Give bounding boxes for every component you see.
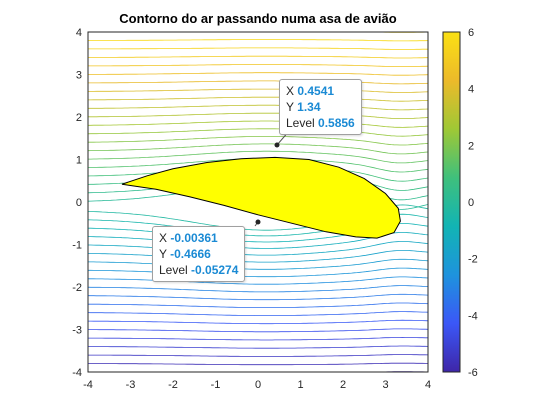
contour-line [88,319,428,325]
datatip-2-y-label: Y [159,247,167,261]
colorbar-axis: 6 4 2 0 -2 -4 -6 [468,27,478,379]
contour-line [88,112,428,119]
contour-line [88,120,428,128]
contour-line [88,285,428,293]
contour-line [88,267,428,278]
x-tick-label: -2 [168,379,178,391]
colorbar-tick-label: 2 [468,140,474,152]
x-axis: -4 -3 -2 -1 0 1 2 3 4 [83,379,431,391]
contour-line [88,64,428,67]
datatip-1-level-value: 0.5856 [318,116,355,130]
colorbar-tick-label: -6 [468,367,478,379]
colorbar-tick-label: 0 [468,197,474,209]
contour-line [88,302,428,308]
y-tick-label: 0 [76,197,82,209]
contour-line [88,104,428,111]
datatip-1-y-label: Y [286,100,294,114]
datatip-1-x-value: 0.4541 [297,84,335,98]
colorbar [442,31,461,373]
contour-line [88,80,428,85]
contour-line [88,311,428,316]
datatip-2-x-label: X [159,231,168,245]
x-tick-label: -1 [211,379,221,391]
airfoil-shape [121,156,401,239]
y-tick-label: -4 [72,367,82,379]
contour-line [88,150,428,164]
contour-line [88,136,428,146]
contour-line [88,55,428,59]
datatip-1-x-label: X [286,84,295,98]
x-tick-label: 3 [382,379,388,391]
datatip-1-y-row: Y 1.34 [286,99,355,115]
contour-line [88,276,428,285]
y-tick-label: -1 [72,240,82,252]
colorbar-tick-label: -2 [468,254,478,266]
colorbar-tick-label: 6 [468,27,474,39]
datatip-1-level-row: Level 0.5856 [286,115,355,131]
datatip-2-marker[interactable] [255,219,261,225]
y-tick-label: 4 [76,27,82,39]
contour-line [88,88,428,93]
y-tick-label: -2 [72,282,82,294]
contour-line [88,328,428,333]
datatip-2-level-row: Level -0.05274 [159,262,238,278]
contour-line [88,241,428,256]
datatip-1[interactable]: X 0.4541 Y 1.34 Level 0.5856 [279,79,362,135]
contour-line [88,250,428,263]
x-tick-label: -3 [126,379,136,391]
contour-line [88,96,428,102]
datatip-2-x-value: -0.00361 [170,231,218,245]
datatip-2-y-value: -0.4666 [170,247,211,261]
contour-line [88,128,428,137]
datatip-1-y-value: 1.34 [297,100,321,114]
colorbar-tick-label: -4 [468,310,478,322]
x-tick-label: -4 [83,379,93,391]
contour-line [88,354,428,357]
datatip-2[interactable]: X -0.00361 Y -0.4666 Level -0.05274 [152,226,246,282]
contour-line [88,336,428,341]
contour-line [88,258,428,270]
datatip-1-level-label: Level [286,116,315,130]
colorbar-tick-label: 4 [468,84,474,96]
y-axis: 4 3 2 1 0 -1 -2 -3 -4 [72,27,82,379]
contour-line [88,345,428,349]
x-tick-label: 1 [297,379,303,391]
datatip-2-x-row: X -0.00361 [159,230,238,246]
axes-box [87,31,429,373]
datatip-2-y-row: Y -0.4666 [159,246,238,262]
contour-line [88,293,428,301]
x-tick-label: 4 [425,379,431,391]
x-tick-label: 0 [255,379,261,391]
datatip-1-x-row: X 0.4541 [286,83,355,99]
y-tick-label: 3 [76,70,82,82]
chart-title: Contorno do ar passando numa asa de aviã… [119,11,396,26]
contour-line [88,47,428,50]
contour-line [88,72,428,76]
x-tick-label: 2 [340,379,346,391]
datatip-2-level-value: -0.05274 [191,263,239,277]
y-tick-label: -3 [72,325,82,337]
datatip-1-marker[interactable] [274,142,280,148]
datatip-2-level-label: Level [159,263,188,277]
y-tick-label: 1 [76,155,82,167]
contour-line [88,39,428,42]
contour-line [88,362,428,366]
y-tick-label: 2 [76,112,82,124]
contour-line [88,143,428,155]
